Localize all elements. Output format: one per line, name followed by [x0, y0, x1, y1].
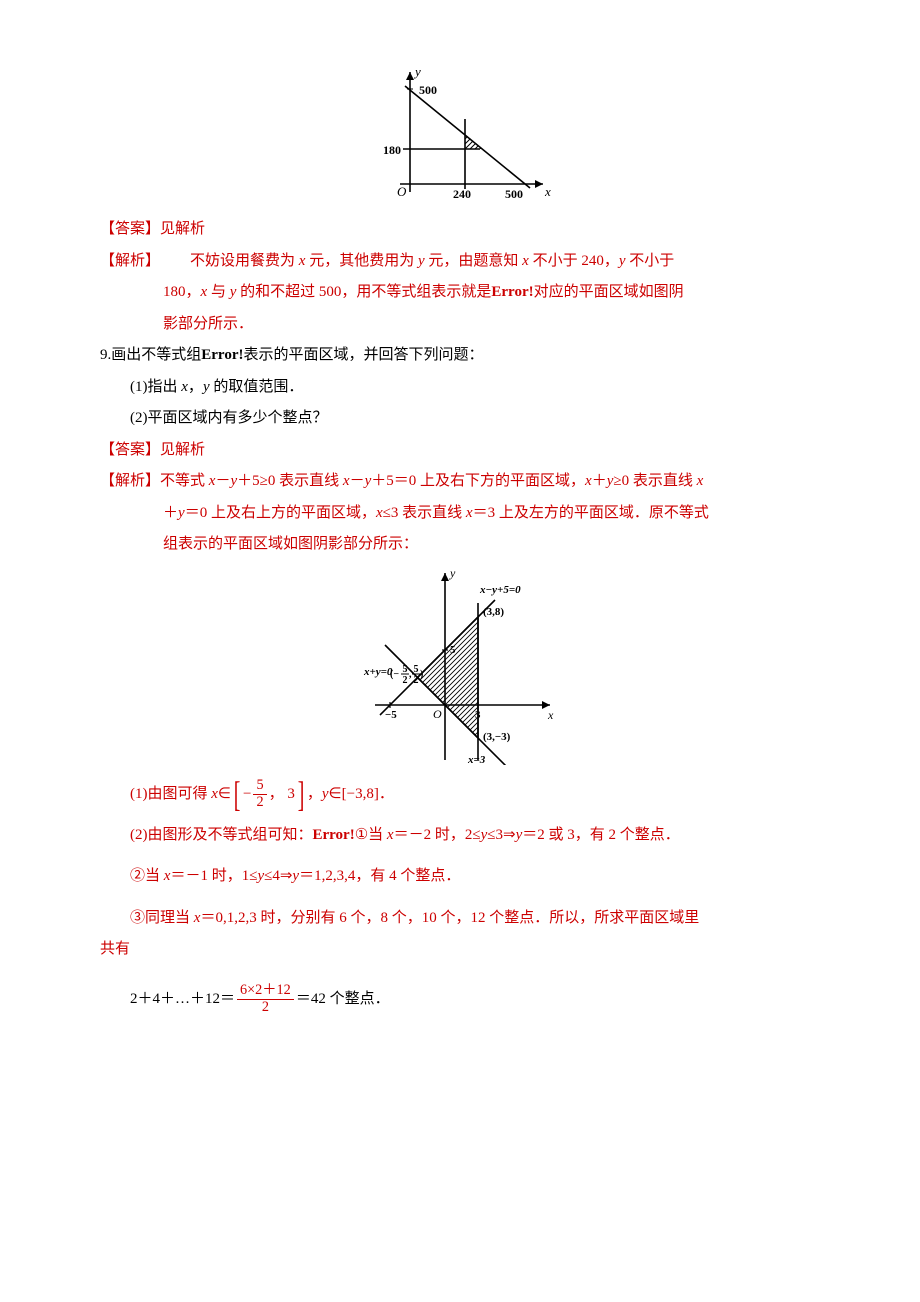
svg-text:−5: −5	[385, 709, 397, 721]
svg-text:O: O	[433, 707, 442, 721]
figure-2-svg: y x O x−y+5=0 x+y=0 x=3 (3,8) (3,−3) 5 −…	[360, 565, 560, 765]
answer-9-label: 【答案】见解析	[100, 435, 820, 467]
svg-text:2: 2	[403, 675, 408, 686]
explain-8-line3: 影部分所示．	[100, 309, 820, 341]
fig1-origin: O	[397, 184, 407, 199]
svg-text:(3,8): (3,8)	[483, 606, 504, 618]
svg-text:): )	[420, 669, 423, 680]
explain-8-line2: 180，x 与 y 的和不超过 500，用不等式组表示就是Error!对应的平面…	[100, 277, 820, 309]
question-9: 9.画出不等式组Error!表示的平面区域，并回答下列问题：	[100, 340, 820, 372]
question-9-sub1: (1)指出 x，y 的取值范围．	[100, 372, 820, 404]
fig1-y-label: y	[413, 64, 421, 79]
fig1-x500: 500	[505, 187, 523, 201]
question-9-sub2: (2)平面区域内有多少个整点？	[100, 403, 820, 435]
part1: (1)由图可得 x∈[−52， 3]，y∈[−3,8]．	[100, 775, 820, 814]
figure-2: y x O x−y+5=0 x+y=0 x=3 (3,8) (3,−3) 5 −…	[100, 565, 820, 765]
fig1-y180: 180	[383, 143, 401, 157]
explain-8: 【解析】不妨设用餐费为 x 元，其他费用为 y 元，由题意知 x 不小于 240…	[100, 246, 820, 278]
part2-s3b: 共有	[100, 934, 820, 966]
explain-9-line1: 【解析】不等式 x－y＋5≥0 表示直线 x－y＋5＝0 上及右下方的平面区域，…	[100, 466, 820, 498]
part2-lead: (2)由图形及不等式组可知：Error!①当 x＝－2 时，2≤y≤3⇒y＝2 …	[100, 820, 820, 852]
svg-text:x+y=0: x+y=0	[363, 666, 393, 678]
answer-8-label: 【答案】见解析	[100, 214, 820, 246]
fig1-y500: 500	[419, 83, 437, 97]
svg-text:2: 2	[414, 675, 419, 686]
explain-9-line2: ＋y＝0 上及右上方的平面区域，x≤3 表示直线 x＝3 上及左方的平面区域．原…	[100, 498, 820, 530]
explain-9-line3: 组表示的平面区域如图阴影部分所示：	[100, 529, 820, 561]
figure-1: y x O 500 180 240 500	[100, 64, 820, 204]
svg-text:5: 5	[414, 664, 419, 675]
part2-s2: ②当 x＝－1 时，1≤y≤4⇒y＝1,2,3,4，有 4 个整点．	[100, 861, 820, 893]
svg-text:(−: (−	[390, 669, 399, 680]
svg-text:x: x	[547, 708, 554, 722]
figure-1-svg: y x O 500 180 240 500	[365, 64, 555, 204]
svg-text:y: y	[449, 566, 456, 580]
svg-text:x−y+5=0: x−y+5=0	[479, 584, 521, 596]
svg-text:3: 3	[475, 709, 481, 721]
part2-s3: ③同理当 x＝0,1,2,3 时，分别有 6 个，8 个，10 个，12 个整点…	[100, 903, 820, 935]
fig1-x-label: x	[544, 184, 551, 199]
svg-text:5: 5	[403, 664, 408, 675]
svg-text:(3,−3): (3,−3)	[483, 731, 511, 743]
fig1-x240: 240	[453, 187, 471, 201]
svg-text:5: 5	[450, 644, 456, 656]
part2-final: 2＋4＋…＋12＝6×2＋122＝42 个整点．	[100, 980, 820, 1019]
svg-text:x=3: x=3	[467, 754, 486, 765]
